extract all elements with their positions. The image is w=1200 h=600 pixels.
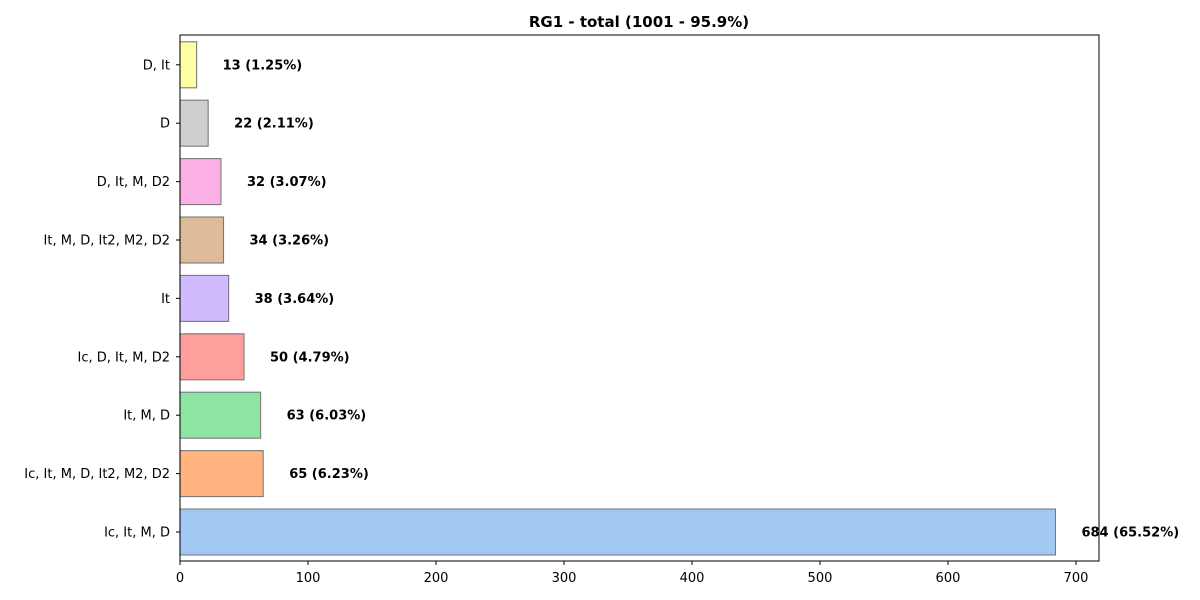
bar	[179, 333, 245, 381]
chart-title: RG1 - total (1001 - 95.9%)	[529, 13, 749, 31]
bar	[179, 391, 262, 439]
plot-area-frame	[179, 34, 1100, 562]
data-label: 34 (3.26%)	[250, 234, 330, 249]
x-tick-label: 400	[680, 571, 705, 586]
bar	[179, 450, 264, 498]
bars-layer	[179, 41, 1057, 556]
data-label: 65 (6.23%)	[289, 467, 369, 482]
data-label: 38 (3.64%)	[255, 292, 335, 307]
y-tick-label: It, M, D, It2, M2, D2	[44, 234, 170, 249]
x-tick-label: 700	[1064, 571, 1089, 586]
data-label: 684 (65.52%)	[1081, 526, 1179, 541]
bar	[179, 216, 225, 264]
x-tick-label: 200	[424, 571, 449, 586]
y-tick-label: D, It, M, D2	[97, 175, 170, 190]
y-tick-label: Ic, It, M, D	[104, 526, 170, 541]
x-tick-label: 100	[296, 571, 321, 586]
data-label: 13 (1.25%)	[223, 58, 303, 73]
data-label: 63 (6.03%)	[287, 409, 367, 424]
x-axis: 0 100 200 300 400 500 600 700	[176, 561, 1089, 586]
bar	[179, 158, 222, 206]
data-label: 50 (4.79%)	[270, 350, 350, 365]
bar	[179, 99, 209, 147]
y-tick-label: It, M, D	[123, 409, 170, 424]
y-tick-label: D	[160, 117, 170, 132]
y-tick-label: Ic, It, M, D, It2, M2, D2	[24, 467, 170, 482]
y-tick-label: Ic, D, It, M, D2	[78, 350, 170, 365]
data-label: 32 (3.07%)	[247, 175, 327, 190]
data-labels-layer: 684 (65.52%) 65 (6.23%) 63 (6.03%) 50 (4.79…	[223, 58, 1180, 540]
y-tick-label: It	[161, 292, 170, 307]
bar	[179, 41, 198, 89]
x-tick-label: 300	[552, 571, 577, 586]
bar	[179, 508, 1057, 556]
x-tick-label: 500	[808, 571, 833, 586]
x-tick-label: 0	[176, 571, 184, 586]
bar	[179, 274, 230, 322]
x-tick-label: 600	[936, 571, 961, 586]
data-label: 22 (2.11%)	[234, 117, 314, 132]
y-axis: Ic, It, M, D Ic, It, M, D, It2, M2, D2 It,…	[24, 58, 180, 541]
y-tick-label: D, It	[143, 58, 170, 73]
